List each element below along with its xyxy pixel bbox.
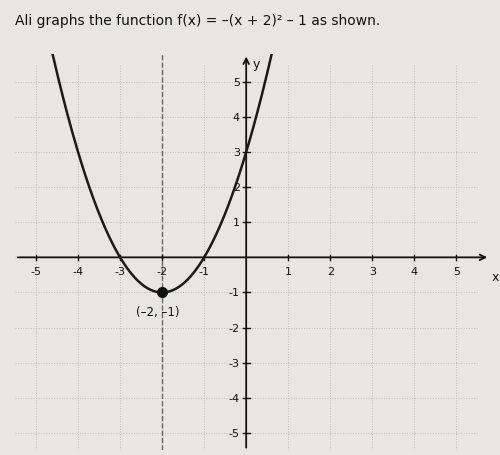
Text: 4: 4 bbox=[411, 267, 418, 277]
Text: -2: -2 bbox=[229, 323, 240, 333]
Text: y: y bbox=[252, 58, 260, 71]
Text: -3: -3 bbox=[114, 267, 126, 277]
Text: Ali graphs the function f(x) = –(x + 2)² – 1 as shown.: Ali graphs the function f(x) = –(x + 2)²… bbox=[15, 14, 380, 28]
Text: -4: -4 bbox=[72, 267, 84, 277]
Text: 2: 2 bbox=[326, 267, 334, 277]
Text: 2: 2 bbox=[233, 183, 240, 193]
Text: 4: 4 bbox=[233, 113, 240, 123]
Text: 1: 1 bbox=[233, 218, 240, 228]
Text: 3: 3 bbox=[233, 148, 240, 158]
Text: (–2, –1): (–2, –1) bbox=[136, 305, 180, 318]
Text: 3: 3 bbox=[369, 267, 376, 277]
Text: -1: -1 bbox=[198, 267, 209, 277]
Text: -1: -1 bbox=[229, 288, 240, 298]
Text: -3: -3 bbox=[229, 358, 240, 368]
Text: 1: 1 bbox=[284, 267, 292, 277]
Text: -5: -5 bbox=[229, 428, 240, 438]
Text: 5: 5 bbox=[453, 267, 460, 277]
Text: -4: -4 bbox=[229, 393, 240, 403]
Text: -5: -5 bbox=[30, 267, 42, 277]
Text: x: x bbox=[492, 270, 500, 283]
Text: -2: -2 bbox=[156, 267, 168, 277]
Text: 5: 5 bbox=[233, 78, 240, 88]
